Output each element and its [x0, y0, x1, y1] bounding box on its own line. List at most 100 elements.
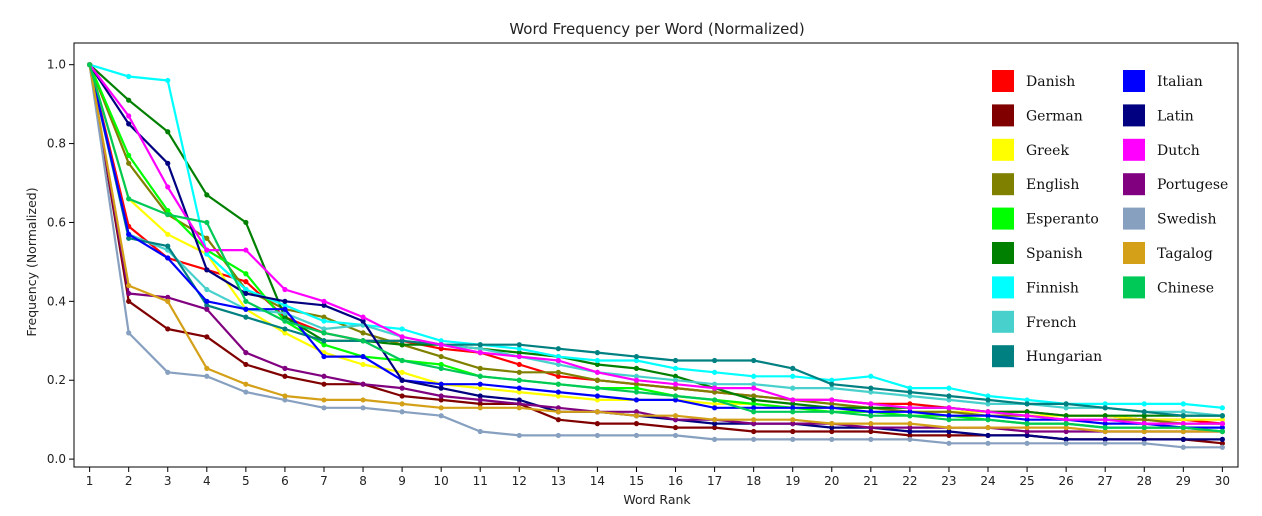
legend-label-portugese: Portugese — [1157, 177, 1228, 193]
data-point-finnish — [711, 369, 718, 375]
data-point-portugese — [555, 405, 561, 411]
data-point-latin — [399, 377, 405, 383]
data-point-latin — [985, 432, 991, 439]
data-point-spanish — [126, 97, 132, 103]
series-line-chinese — [88, 64, 1223, 433]
data-point-dutch — [165, 184, 171, 190]
data-point-german — [751, 428, 757, 435]
data-point-french — [829, 385, 835, 391]
legend-label-italian: Italian — [1157, 74, 1203, 90]
data-point-italian — [360, 353, 366, 360]
data-point-portugese — [516, 401, 522, 407]
legend-label-hungarian: Hungarian — [1026, 349, 1102, 365]
data-point-german — [165, 326, 171, 332]
x-tick-label: 22 — [902, 474, 917, 488]
data-point-chinese — [1024, 421, 1030, 427]
data-point-dutch — [516, 353, 522, 360]
data-point-english — [438, 353, 444, 360]
series-line-swedish — [88, 64, 1223, 449]
legend-swatch-spanish — [992, 242, 1014, 264]
data-point-latin — [360, 318, 366, 324]
data-point-english — [1141, 417, 1147, 423]
data-point-danish — [243, 279, 249, 285]
data-point-chinese — [1219, 428, 1225, 435]
data-point-swedish — [790, 436, 796, 442]
data-point-italian — [477, 381, 483, 387]
data-point-chinese — [399, 357, 405, 364]
data-point-chinese — [165, 211, 171, 218]
data-point-english — [477, 365, 483, 371]
data-point-dutch — [1024, 413, 1030, 419]
x-tick-label: 8 — [359, 474, 367, 488]
data-point-hungarian — [1024, 401, 1030, 407]
data-point-tagalog — [907, 421, 913, 427]
data-point-tagalog — [1063, 424, 1069, 431]
data-point-italian — [829, 405, 835, 411]
data-point-greek — [1219, 417, 1225, 423]
x-tick-label: 27 — [1098, 474, 1113, 488]
data-point-chinese — [516, 377, 522, 383]
data-point-italian — [126, 231, 132, 237]
data-point-dutch — [399, 334, 405, 340]
data-point-swedish — [907, 436, 913, 442]
data-point-chinese — [633, 389, 640, 395]
legend-swatch-chinese — [1123, 276, 1145, 299]
data-point-latin — [829, 424, 835, 431]
data-point-hungarian — [1141, 409, 1147, 415]
data-point-chinese — [868, 413, 874, 419]
data-point-dutch — [829, 397, 835, 403]
data-point-french — [907, 393, 913, 399]
data-point-italian — [633, 397, 640, 403]
legend: Danish German Greek English Esperanto Spanish… — [992, 70, 1228, 368]
data-point-italian — [321, 353, 327, 360]
data-point-hungarian — [868, 385, 874, 391]
data-point-esperanto — [126, 152, 132, 159]
data-point-swedish — [829, 436, 835, 442]
data-point-portugese — [790, 421, 796, 427]
data-point-tagalog — [204, 365, 210, 371]
data-point-portugese — [165, 294, 171, 300]
data-point-chinese — [907, 413, 913, 419]
data-point-dutch — [946, 405, 952, 411]
data-point-esperanto — [165, 208, 171, 214]
y-tick-label: 0.0 — [47, 452, 66, 466]
data-point-finnish — [1141, 401, 1147, 407]
data-point-french — [477, 346, 483, 352]
data-point-spanish — [1102, 413, 1108, 419]
data-point-tagalog — [829, 421, 835, 427]
data-point-dutch — [672, 381, 679, 387]
data-point-spanish — [1024, 409, 1030, 415]
data-point-latin — [477, 393, 483, 399]
y-tick-label: 0.6 — [47, 215, 66, 229]
data-point-hungarian — [399, 338, 405, 344]
data-point-dutch — [360, 314, 366, 320]
data-point-swedish — [477, 428, 483, 435]
data-point-german — [477, 401, 483, 407]
data-point-hungarian — [985, 397, 991, 403]
data-point-english — [555, 369, 561, 375]
data-point-dutch — [1063, 417, 1069, 423]
data-point-tagalog — [126, 282, 132, 289]
data-point-finnish — [946, 385, 952, 391]
data-point-tagalog — [243, 381, 249, 387]
data-point-chinese — [1063, 421, 1069, 427]
data-point-greek — [282, 330, 288, 336]
data-point-danish — [555, 373, 561, 379]
data-point-italian — [243, 306, 249, 312]
data-point-chinese — [87, 62, 93, 68]
data-point-tagalog — [672, 413, 679, 419]
data-point-swedish — [1102, 440, 1108, 446]
legend-swatch-latin — [1123, 104, 1145, 127]
data-point-german — [907, 432, 913, 439]
plot-frame — [73, 42, 1239, 468]
data-point-chinese — [1141, 424, 1147, 431]
data-point-chinese — [477, 373, 483, 379]
data-point-spanish — [868, 405, 874, 411]
data-point-tagalog — [555, 409, 561, 415]
data-point-french — [321, 326, 327, 332]
data-point-spanish — [282, 314, 288, 320]
data-point-chinese — [243, 298, 249, 304]
data-point-hungarian — [907, 389, 913, 395]
data-point-chinese — [751, 409, 757, 415]
